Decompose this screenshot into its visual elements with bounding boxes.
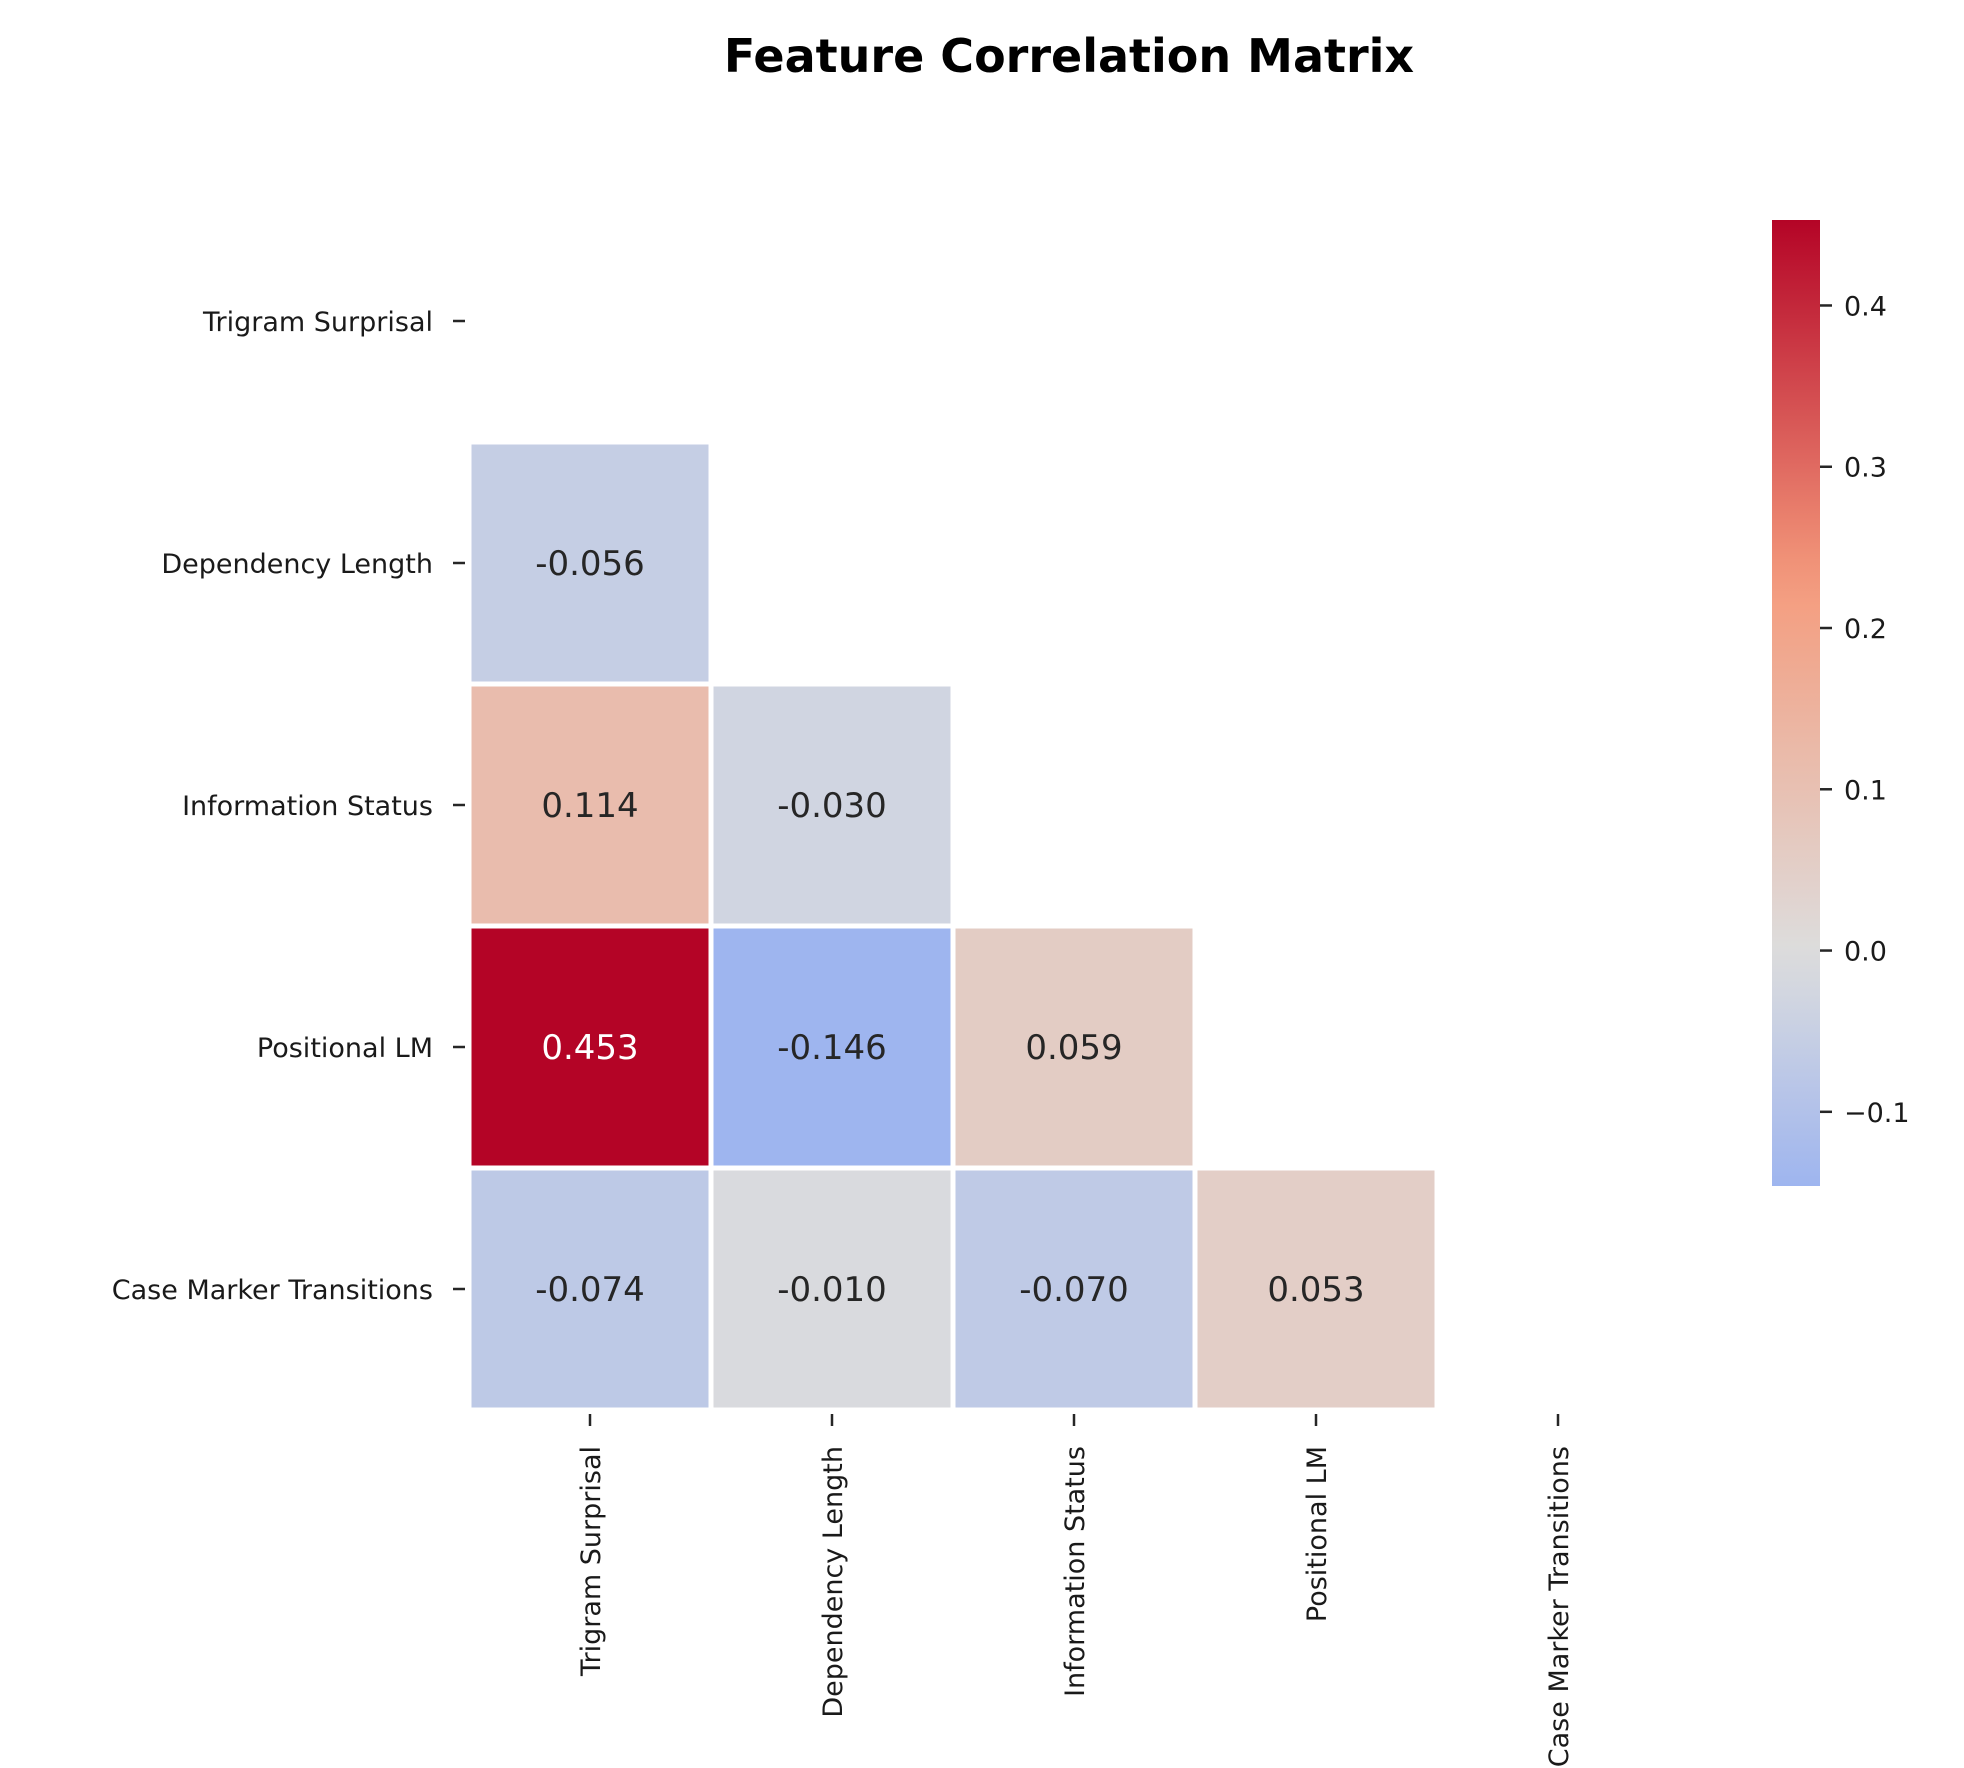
heatmap-cell-case-marker-transitions-dependency-length (713, 1170, 951, 1408)
colorbar-tick-label: 0.3 (1844, 453, 1887, 484)
cell-value-label: -0.074 (535, 1270, 645, 1310)
colorbar-tick-label: 0.2 (1844, 614, 1887, 645)
cell-value-label: -0.070 (1019, 1270, 1129, 1310)
cell-value-label: -0.056 (535, 544, 645, 584)
x-tick-label: Case Marker Transitions (1544, 1446, 1575, 1767)
cell-value-label: 0.053 (1267, 1270, 1364, 1310)
heatmap-cells: -0.056 0.114 -0.030 0.453 -0.146 0.059 -0.074 -… (471, 444, 1435, 1408)
heatmap-cell-positional-lm-dependency-length (713, 928, 951, 1166)
heatmap-cell-dependency-length-trigram-surprisal (471, 444, 709, 682)
y-tick-label: Case Marker Transitions (112, 1275, 433, 1306)
x-tick-label: Dependency Length (818, 1446, 849, 1718)
y-tick-label: Information Status (182, 791, 433, 822)
x-axis: Trigram Surprisal Dependency Length Inform… (576, 1414, 1575, 1767)
cell-value-label: 0.114 (541, 786, 638, 826)
x-tick-label: Trigram Surprisal (576, 1446, 607, 1677)
y-axis: Trigram Surprisal Dependency Length Inform… (112, 307, 465, 1306)
chart-title: Feature Correlation Matrix (724, 29, 1414, 83)
y-tick-label: Trigram Surprisal (202, 307, 433, 338)
heatmap-cell-information-status-trigram-surprisal (471, 686, 709, 924)
colorbar: −0.1 0.0 0.1 0.2 0.3 0.4 (1772, 220, 1910, 1186)
heatmap-cell-case-marker-transitions-positional-lm (1197, 1170, 1435, 1408)
cell-value-label: 0.059 (1025, 1028, 1122, 1068)
cell-value-label: -0.010 (777, 1270, 887, 1310)
y-tick-label: Dependency Length (161, 549, 433, 580)
colorbar-gradient (1772, 220, 1820, 1186)
cell-value-label: 0.453 (541, 1028, 638, 1068)
colorbar-tick-label: −0.1 (1844, 1098, 1910, 1129)
x-tick-label: Positional LM (1302, 1446, 1333, 1622)
heatmap-cell-case-marker-transitions-information-status (955, 1170, 1193, 1408)
heatmap-cell-positional-lm-information-status (955, 928, 1193, 1166)
heatmap-cell-case-marker-transitions-trigram-surprisal (471, 1170, 709, 1408)
colorbar-tick-label: 0.1 (1844, 775, 1887, 806)
cell-value-label: -0.030 (777, 786, 887, 826)
y-tick-label: Positional LM (257, 1033, 433, 1064)
colorbar-tick-label: 0.0 (1844, 937, 1887, 968)
cell-value-label: -0.146 (777, 1028, 887, 1068)
heatmap-cell-information-status-dependency-length (713, 686, 951, 924)
heatmap-cell-positional-lm-trigram-surprisal (471, 928, 709, 1166)
colorbar-tick-label: 0.4 (1844, 291, 1887, 322)
x-tick-label: Information Status (1060, 1446, 1091, 1697)
